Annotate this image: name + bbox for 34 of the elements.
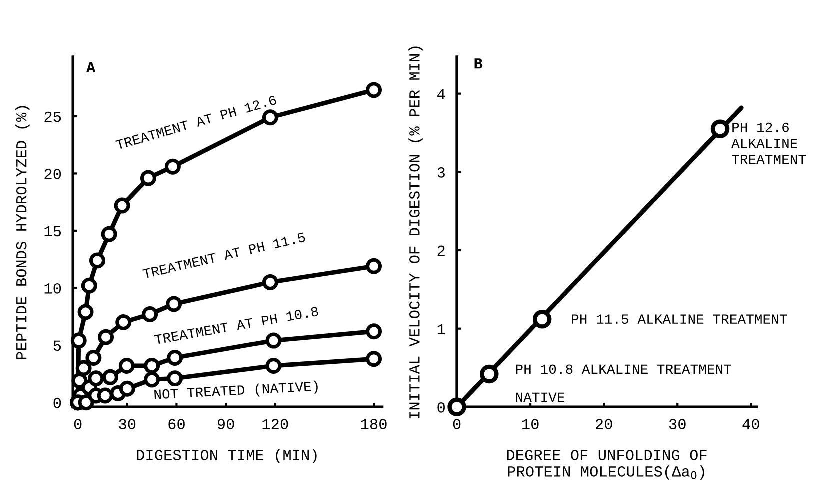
annotation: PH 12.6 ALKALINE TREATMENT xyxy=(732,122,806,164)
annotation: PH 11.5 ALKALINE TREATMENT xyxy=(572,314,788,324)
x-tick-label: 40 xyxy=(742,419,760,430)
annotation: NATIVE xyxy=(516,392,565,402)
x-tick-label: 20 xyxy=(596,419,612,430)
x-axis-title: DIGESTION TIME (MIN) xyxy=(137,449,317,464)
x-tick-label: 30 xyxy=(669,419,686,430)
y-axis-title: INITIAL VELOCITY OF DIGESTION (% PER MIN) xyxy=(408,46,423,419)
x-tick-label: 90 xyxy=(218,419,234,430)
annotation: NOT TREATED (NATIVE) xyxy=(154,380,318,402)
y-tick-label: 20 xyxy=(44,169,62,180)
y-tick-label: 25 xyxy=(44,112,62,122)
annotation: PH 10.8 ALKALINE TREATMENT xyxy=(516,364,732,374)
y-tick-label: 10 xyxy=(44,283,62,294)
x-axis-title: DEGREE OF UNFOLDING OF PROTEIN MOLECULES(Δa$_{0}$) xyxy=(507,450,707,480)
x-tick-label: 180 xyxy=(361,419,387,430)
x-tick-label: 0 xyxy=(453,419,461,430)
y-tick-label: 0 xyxy=(54,398,62,408)
y-tick-label: 4 xyxy=(438,89,446,100)
x-tick-label: 60 xyxy=(168,419,185,430)
y-axis-title: PEPTIDE BONDS HYDROLYZED (%) xyxy=(16,106,30,360)
y-tick-label: 5 xyxy=(54,340,62,352)
y-tick-label: 3 xyxy=(438,167,445,178)
annotation: TREATMENT AT PH 10.8 xyxy=(154,306,319,345)
y-tick-label: 15 xyxy=(44,226,62,237)
x-tick-label: 120 xyxy=(262,419,288,430)
y-tick-label: 1 xyxy=(438,324,446,334)
y-tick-label: 0 xyxy=(438,402,445,413)
annotation: B xyxy=(474,58,483,69)
x-tick-label: 10 xyxy=(522,419,539,430)
x-tick-label: 0 xyxy=(74,419,82,430)
y-tick-label: 2 xyxy=(438,246,445,256)
x-tick-label: 30 xyxy=(119,419,136,430)
annotation: A xyxy=(86,62,96,72)
